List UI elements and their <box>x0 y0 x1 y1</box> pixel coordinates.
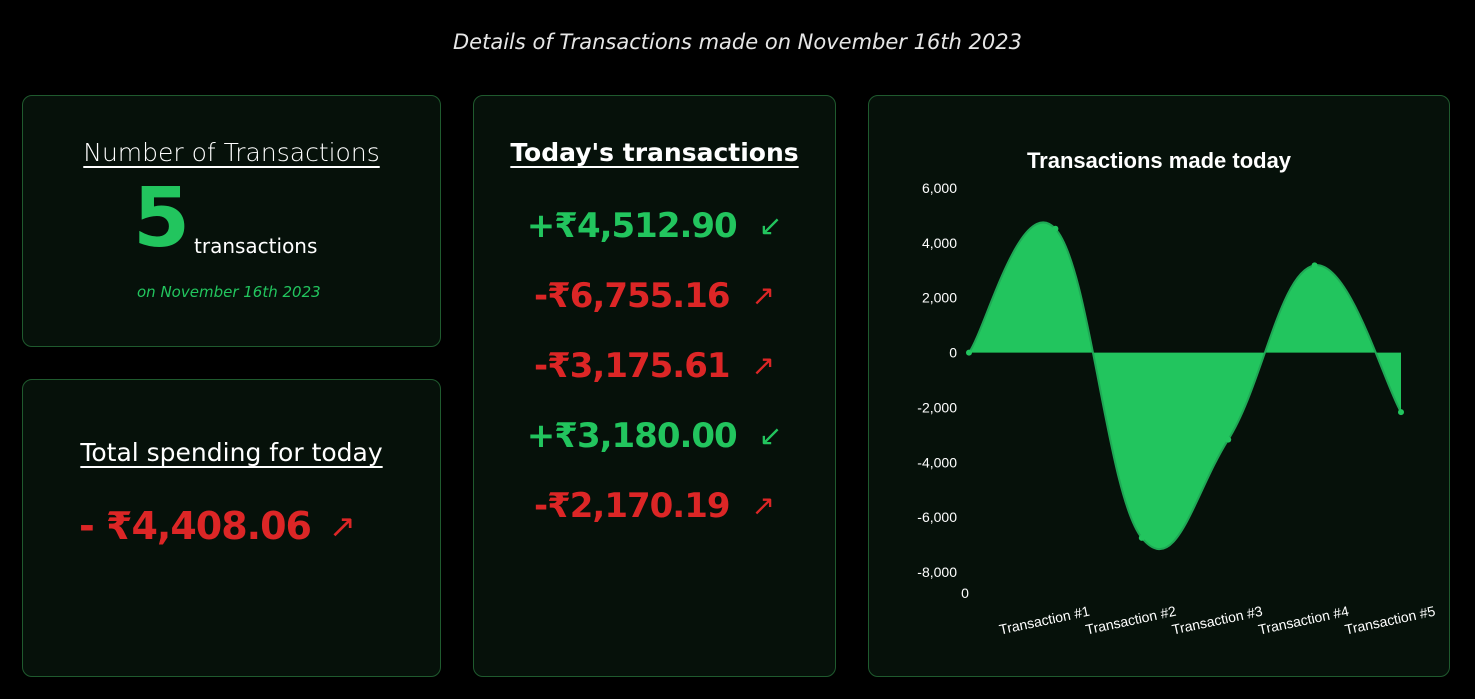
transaction-count-date: on November 16th 2023 <box>137 283 321 301</box>
data-point[interactable] <box>1138 534 1145 541</box>
x-tick-label: Transaction #3 <box>1170 603 1264 638</box>
y-tick-label: -4,000 <box>917 454 957 470</box>
transaction-count-card: Number of Transactions 5 transactions on… <box>22 95 441 347</box>
arrow-up-right-icon: ↗ <box>751 349 775 382</box>
x-tick-label: Transaction #4 <box>1257 603 1351 638</box>
page-title: Details of Transactions made on November… <box>453 30 1022 54</box>
transaction-list: +₹4,512.90 ↙ -₹6,755.16 ↗ -₹3,175.61 ↗ +… <box>474 191 835 541</box>
y-tick-label: 2,000 <box>922 290 957 306</box>
y-tick-label: 4,000 <box>922 235 957 251</box>
transaction-count-number: 5 <box>133 171 190 266</box>
list-item: -₹6,755.16 ↗ <box>474 261 835 331</box>
y-tick-label: -6,000 <box>917 509 957 525</box>
arrow-up-right-icon: ↗ <box>328 507 356 545</box>
y-tick-label: -8,000 <box>917 564 957 580</box>
total-spending-row: - ₹4,408.06 ↗ <box>79 504 356 548</box>
data-point[interactable] <box>966 349 972 356</box>
todays-transactions-card: Today's transactions +₹4,512.90 ↙ -₹6,75… <box>473 95 836 677</box>
y-tick-label: 0 <box>949 345 957 361</box>
list-item: -₹3,175.61 ↗ <box>474 331 835 401</box>
transaction-amount: -₹6,755.16 <box>533 276 731 316</box>
arrow-up-right-icon: ↗ <box>751 279 775 312</box>
list-item: +₹4,512.90 ↙ <box>474 191 835 261</box>
transaction-amount: -₹3,175.61 <box>533 346 731 386</box>
transaction-amount: +₹4,512.90 <box>526 206 738 246</box>
x-tick-label: Transaction #2 <box>1084 603 1178 638</box>
total-spending-card: Total spending for today - ₹4,408.06 ↗ <box>22 379 441 677</box>
arrow-up-right-icon: ↗ <box>751 489 775 522</box>
total-card-heading: Total spending for today <box>80 438 383 467</box>
transactions-chart-card: 6,000 4,000 2,000 0 -2,000 -4,000 -6,000 -8,000… <box>868 95 1450 677</box>
transaction-count-unit: transactions <box>194 234 318 258</box>
list-item: -₹2,170.19 ↗ <box>474 471 835 541</box>
chart-title: Transactions made today <box>1026 148 1292 173</box>
total-spending-amount: - ₹4,408.06 <box>79 504 312 548</box>
data-point[interactable] <box>1225 436 1232 443</box>
series-line <box>968 221 1402 551</box>
data-point[interactable] <box>1052 225 1059 232</box>
arrow-down-left-icon: ↙ <box>758 209 783 242</box>
arrow-down-left-icon: ↙ <box>758 419 783 452</box>
y-tick-label: 6,000 <box>922 180 957 196</box>
list-card-heading: Today's transactions <box>510 138 799 167</box>
transactions-area-chart: 6,000 4,000 2,000 0 -2,000 -4,000 -6,000 -8,000… <box>917 180 1437 638</box>
x-tick-label: Transaction #1 <box>998 603 1092 638</box>
x-tick-label: 0 <box>961 585 969 601</box>
list-item: +₹3,180.00 ↙ <box>474 401 835 471</box>
data-point[interactable] <box>1311 262 1318 269</box>
data-point[interactable] <box>1398 409 1404 416</box>
series-area <box>969 222 1401 550</box>
count-card-heading: Number of Transactions <box>83 138 380 167</box>
y-tick-label: -2,000 <box>917 399 957 415</box>
transaction-amount: -₹2,170.19 <box>533 486 731 526</box>
transaction-amount: +₹3,180.00 <box>526 416 738 456</box>
x-tick-label: Transaction #5 <box>1343 603 1437 638</box>
